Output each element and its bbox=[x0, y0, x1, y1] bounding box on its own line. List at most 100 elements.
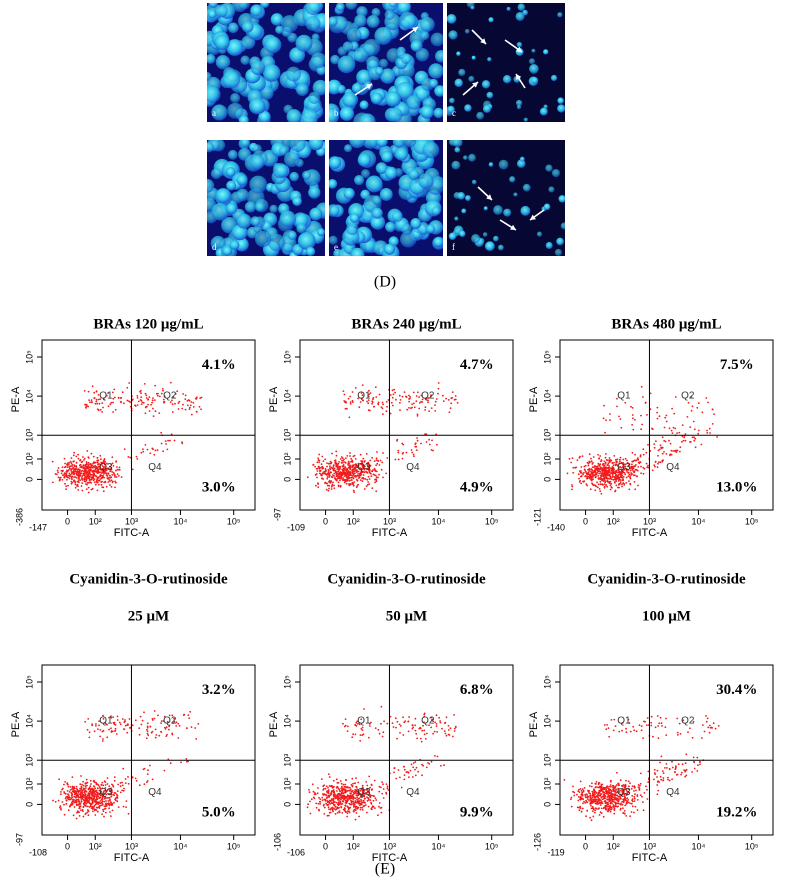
nucleus bbox=[300, 108, 319, 122]
event-dot bbox=[362, 799, 365, 802]
arrow-head bbox=[472, 82, 478, 88]
event-dot bbox=[643, 467, 646, 470]
event-dot bbox=[632, 474, 635, 477]
event-dot bbox=[658, 448, 661, 451]
event-dot bbox=[602, 480, 605, 482]
event-dot bbox=[95, 475, 97, 478]
nucleus bbox=[396, 81, 414, 100]
x-tick-label: 10⁵ bbox=[745, 841, 759, 851]
event-dot bbox=[92, 475, 95, 478]
event-dot bbox=[306, 476, 309, 479]
event-dot bbox=[399, 732, 401, 734]
event-dot bbox=[337, 802, 340, 805]
event-dot bbox=[165, 726, 168, 729]
event-dot bbox=[97, 802, 99, 804]
event-dot bbox=[371, 788, 373, 791]
event-dot bbox=[349, 401, 352, 403]
event-dot bbox=[583, 468, 586, 471]
event-dot bbox=[349, 472, 352, 475]
event-dot bbox=[373, 474, 376, 476]
event-dot bbox=[91, 802, 94, 805]
event-dot bbox=[362, 801, 365, 804]
event-dot bbox=[629, 815, 631, 818]
event-dot bbox=[327, 489, 330, 492]
event-dot bbox=[325, 785, 328, 787]
event-dot bbox=[394, 391, 396, 394]
event-dot bbox=[115, 460, 118, 463]
nucleus bbox=[301, 170, 311, 180]
micrograph bbox=[329, 3, 443, 122]
event-dot bbox=[60, 472, 63, 475]
event-dot bbox=[610, 472, 612, 474]
event-dot bbox=[112, 465, 115, 467]
event-dot bbox=[343, 475, 346, 477]
event-dot bbox=[711, 408, 714, 411]
event-dot bbox=[586, 475, 588, 478]
image-label: e bbox=[334, 242, 338, 252]
event-dot bbox=[615, 474, 617, 477]
event-dot bbox=[89, 463, 92, 466]
event-dot bbox=[619, 473, 622, 475]
event-dot bbox=[679, 446, 682, 449]
event-dot bbox=[447, 724, 450, 727]
event-dot bbox=[74, 486, 77, 489]
event-dot bbox=[72, 814, 75, 817]
event-dot bbox=[73, 480, 76, 482]
event-dot bbox=[341, 812, 344, 814]
event-dot bbox=[327, 806, 330, 809]
event-dot bbox=[134, 777, 137, 780]
event-dot bbox=[701, 411, 704, 414]
event-dot bbox=[591, 478, 594, 481]
event-dot bbox=[324, 458, 326, 461]
nucleus bbox=[557, 12, 563, 18]
y-tick-label: 0 bbox=[24, 477, 34, 482]
event-dot bbox=[360, 470, 363, 472]
event-dot bbox=[600, 466, 602, 469]
event-dot bbox=[358, 802, 361, 805]
event-dot bbox=[596, 465, 599, 468]
event-dot bbox=[349, 483, 352, 486]
event-dot bbox=[608, 788, 610, 791]
event-dot bbox=[163, 715, 166, 718]
event-dot bbox=[580, 810, 583, 813]
y-tick-label: 0 bbox=[282, 802, 292, 807]
event-dot bbox=[425, 766, 428, 769]
event-dot bbox=[371, 403, 373, 405]
event-dot bbox=[653, 446, 656, 449]
event-dot bbox=[597, 475, 600, 477]
event-dot bbox=[87, 475, 89, 478]
event-dot bbox=[80, 461, 83, 464]
event-dot bbox=[329, 462, 331, 465]
event-dot bbox=[580, 790, 583, 792]
event-dot bbox=[646, 788, 648, 791]
event-dot bbox=[619, 458, 621, 461]
y-tick-label: 10² bbox=[542, 777, 552, 790]
event-dot bbox=[317, 483, 319, 485]
plot-subtitle: 50 μM bbox=[386, 608, 427, 624]
event-dot bbox=[135, 780, 138, 782]
event-dot bbox=[134, 719, 137, 722]
nucleus bbox=[558, 195, 565, 203]
event-dot bbox=[671, 407, 673, 410]
event-dot bbox=[94, 803, 97, 806]
event-dot bbox=[349, 786, 351, 789]
event-dot bbox=[99, 800, 102, 802]
event-dot bbox=[597, 462, 600, 465]
event-dot bbox=[106, 783, 109, 785]
event-dot bbox=[168, 728, 170, 731]
event-dot bbox=[375, 490, 378, 493]
event-dot bbox=[176, 390, 179, 393]
percent-label: 9.9% bbox=[460, 804, 494, 820]
event-dot bbox=[589, 470, 591, 473]
nucleus bbox=[329, 204, 340, 217]
event-dot bbox=[106, 797, 109, 799]
event-dot bbox=[577, 796, 580, 798]
event-dot bbox=[67, 474, 70, 477]
event-dot bbox=[625, 482, 628, 484]
event-dot bbox=[399, 402, 401, 404]
image-label: c bbox=[452, 108, 456, 118]
event-dot bbox=[60, 808, 62, 811]
event-dot bbox=[332, 464, 335, 467]
event-dot bbox=[628, 488, 631, 491]
